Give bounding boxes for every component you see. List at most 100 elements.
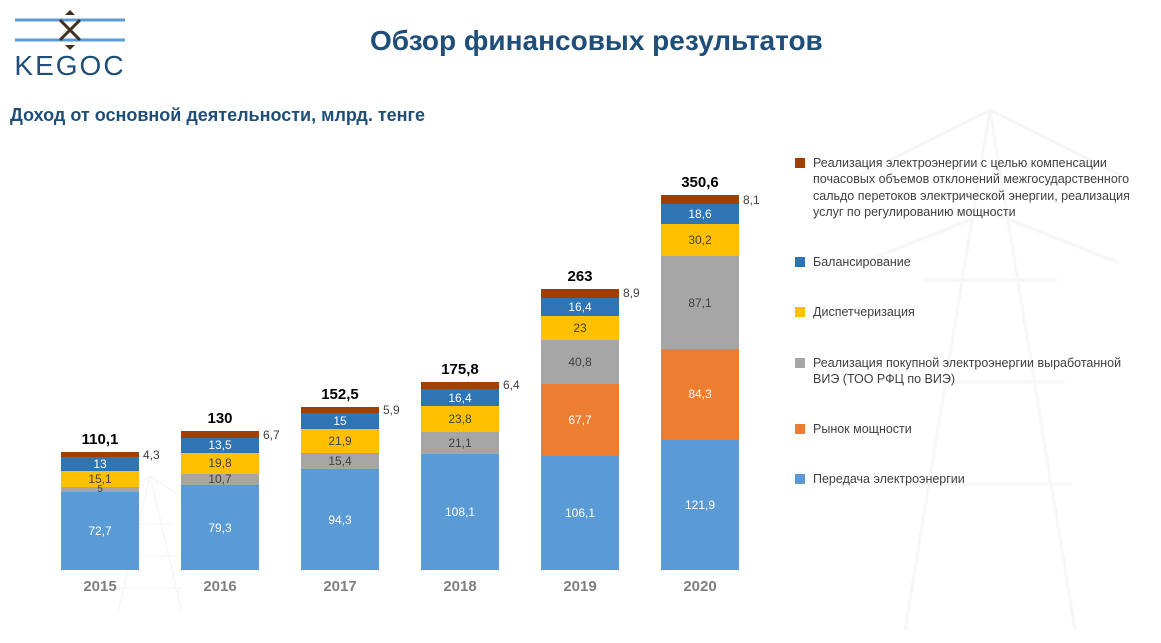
x-axis-label: 2018 (410, 578, 510, 595)
revenue-chart: 110,14,31315,1572,71306,713,519,810,779,… (40, 150, 760, 600)
bar-stack: 8,1 18,6 30,2 87,1 84,3 121,9 (661, 195, 739, 570)
bar-stack: 6,416,423,821,1108,1 (421, 382, 499, 570)
legend-swatch (795, 358, 805, 368)
bar-segment: 40,8 (541, 340, 619, 384)
bar-segment: 19,8 (181, 453, 259, 474)
segment-value-label: 15 (333, 414, 346, 428)
segment-value-label: 94,3 (328, 513, 351, 527)
bar-stack: 6,713,5 19,8 10,7 79,3 (181, 431, 259, 570)
legend-item: Диспетчеризация (795, 304, 1150, 320)
legend-label: Реализация электроэнергии с целью компен… (813, 155, 1150, 220)
segment-value-label: 106,1 (565, 506, 595, 520)
bar-segment: 30,2 (661, 224, 739, 256)
segment-value-label: 4,3 (143, 448, 160, 462)
bar-segment: 16,4 (421, 389, 499, 407)
bar-segment: 106,1 (541, 456, 619, 570)
segment-value-label: 30,2 (688, 233, 711, 247)
logo-icon (10, 10, 130, 50)
segment-value-label: 16,4 (568, 300, 591, 314)
bar-total-label: 263 (567, 268, 592, 285)
legend-item: Реализация покупной электроэнергии выраб… (795, 355, 1150, 388)
x-axis-label: 2019 (530, 578, 630, 595)
segment-value-label: 21,1 (448, 436, 471, 450)
legend-item: Реализация электроэнергии с целью компен… (795, 155, 1150, 220)
segment-value-label: 8,9 (623, 286, 640, 300)
segment-value-label: 108,1 (445, 505, 475, 519)
x-axis-label: 2016 (170, 578, 270, 595)
bar-segment: 108,1 (421, 454, 499, 570)
segment-value-label: 21,9 (328, 434, 351, 448)
legend-swatch (795, 158, 805, 168)
segment-value-label: 72,7 (88, 524, 111, 538)
bar-segment: 21,1 (421, 432, 499, 455)
bar-column: 350,6 8,1 18,6 30,2 87,1 84,3 121,9 (650, 174, 750, 570)
bar-column: 130 6,713,5 19,8 10,7 79,3 (170, 410, 270, 570)
legend-swatch (795, 307, 805, 317)
segment-value-label: 84,3 (688, 387, 711, 401)
segment-value-label: 121,9 (685, 498, 715, 512)
segment-value-label: 8,1 (743, 193, 760, 207)
legend-item: Балансирование (795, 254, 1150, 270)
x-axis-label: 2020 (650, 578, 750, 595)
x-axis-label: 2017 (290, 578, 390, 595)
segment-value-label: 19,8 (208, 456, 231, 470)
legend-label: Передача электроэнергии (813, 471, 965, 487)
segment-value-label: 15,4 (328, 454, 351, 468)
bar-stack: 4,31315,1572,7 (61, 452, 139, 570)
bar-column: 110,1 4,31315,1572,7 (50, 431, 150, 570)
bar-segment: 10,7 (181, 474, 259, 485)
bar-segment: 23,8 (421, 406, 499, 431)
legend-label: Реализация покупной электроэнергии выраб… (813, 355, 1150, 388)
segment-value-label: 5,9 (383, 403, 400, 417)
segment-value-label: 23,8 (448, 412, 471, 426)
legend-item: Передача электроэнергии (795, 471, 1150, 487)
bar-total-label: 110,1 (82, 431, 119, 448)
chart-subtitle: Доход от основной деятельности, млрд. те… (10, 105, 425, 126)
bar-segment: 84,3 (661, 349, 739, 439)
bar-column: 152,55,91521,915,494,3 (290, 386, 390, 570)
bar-column: 175,86,416,423,821,1108,1 (410, 361, 510, 570)
segment-value-label: 13,5 (208, 438, 231, 452)
bar-segment: 67,7 (541, 384, 619, 456)
bar-segment: 79,3 (181, 485, 259, 570)
legend-item: Рынок мощности (795, 421, 1150, 437)
bar-segment: 13,5 (181, 438, 259, 452)
bar-column: 263 8,916,4 23 40,8 67,7 106,1 (530, 268, 630, 570)
bar-segment: 8,9 (541, 289, 619, 299)
segment-value-label: 6,7 (263, 428, 280, 442)
bar-segment: 21,9 (301, 429, 379, 452)
bar-segment: 15,4 (301, 453, 379, 469)
bar-segment: 18,6 (661, 204, 739, 224)
segment-value-label: 79,3 (208, 521, 231, 535)
x-axis-label: 2015 (50, 578, 150, 595)
bar-segment: 87,1 (661, 256, 739, 349)
legend-swatch (795, 474, 805, 484)
segment-value-label: 67,7 (568, 413, 591, 427)
segment-value-label: 18,6 (688, 207, 711, 221)
bar-total-label: 175,8 (441, 361, 479, 378)
bar-segment: 13 (61, 457, 139, 471)
segment-value-label: 87,1 (688, 296, 711, 310)
bar-segment: 121,9 (661, 440, 739, 570)
segment-value-label: 40,8 (568, 355, 591, 369)
bar-segment: 8,1 (661, 195, 739, 204)
bar-segment: 16,4 (541, 298, 619, 316)
bar-total-label: 350,6 (681, 174, 719, 191)
bar-segment: 23 (541, 316, 619, 341)
legend-label: Балансирование (813, 254, 911, 270)
bar-total-label: 130 (207, 410, 232, 427)
legend-label: Диспетчеризация (813, 304, 915, 320)
legend-label: Рынок мощности (813, 421, 912, 437)
bar-segment: 6,7 (181, 431, 259, 438)
segment-value-label: 23 (573, 321, 586, 335)
bar-stack: 8,916,4 23 40,8 67,7 106,1 (541, 289, 619, 570)
segment-value-label: 16,4 (448, 391, 471, 405)
logo: KEGOC (10, 10, 130, 82)
legend-swatch (795, 424, 805, 434)
logo-text: KEGOC (14, 50, 125, 82)
bar-segment: 94,3 (301, 469, 379, 570)
bar-total-label: 152,5 (321, 386, 359, 403)
bar-segment: 72,7 (61, 492, 139, 570)
bar-segment: 15 (301, 413, 379, 429)
page-title: Обзор финансовых результатов (370, 25, 823, 57)
